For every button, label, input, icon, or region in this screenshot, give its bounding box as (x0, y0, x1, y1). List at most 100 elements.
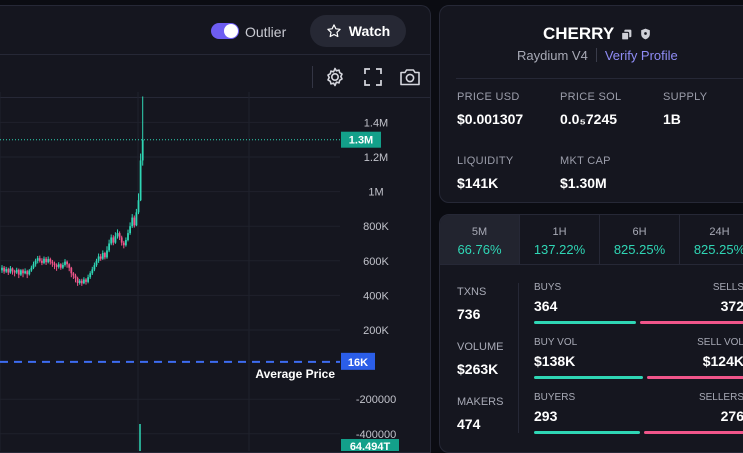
toolbar-divider (312, 66, 313, 88)
candle-up (137, 200, 140, 213)
txn-stats-card: 5M 66.76% 1H 137.22% 6H 825.25% 24H 825.… (439, 214, 743, 453)
candle-up (93, 265, 96, 270)
stat-price-sol: PRICE SOL 0.0₅7245 (560, 91, 621, 127)
buyers-sellers-ratio-bar (534, 431, 743, 434)
candle-down (80, 280, 83, 284)
buys-value: 364 (534, 298, 558, 314)
txns-value: 736 (457, 306, 481, 322)
stat-supply: SUPPLY 1B (663, 91, 707, 127)
buys-label: BUYS (534, 282, 562, 293)
gear-icon[interactable] (323, 65, 347, 89)
current-price-tag-label: 1.3M (349, 135, 373, 147)
tab-label: 1H (552, 226, 567, 238)
toggle-knob (224, 24, 238, 38)
candle-down (13, 271, 16, 273)
buyers-value: 293 (534, 408, 558, 424)
token-name: CHERRY (543, 24, 615, 43)
candle-up (9, 268, 12, 273)
sellers-label: SELLERS (698, 392, 743, 403)
stat-value: $141K (457, 175, 499, 191)
sell-bar (640, 321, 743, 324)
watch-button[interactable]: Watch (310, 15, 406, 47)
sells-label: SELLS (712, 282, 743, 293)
stat-price-usd: PRICE USD $0.001307 (457, 91, 523, 127)
sell-vol-value: $124K (702, 353, 743, 369)
candle-down (112, 237, 115, 243)
tab-change: 66.76% (457, 242, 502, 257)
candle-down (7, 269, 10, 273)
sells-value: 372 (720, 298, 743, 314)
candle-down (51, 261, 54, 264)
candle-down (59, 264, 62, 268)
candle-up (15, 269, 18, 273)
stat-label: MKT CAP (560, 155, 611, 167)
y-axis-tick-label: -200000 (356, 394, 396, 406)
candle-down (66, 261, 68, 265)
camera-icon[interactable] (398, 65, 422, 89)
star-icon (327, 24, 341, 38)
tab-6h[interactable]: 6H 825.25% (600, 215, 680, 265)
candle-up (101, 253, 104, 259)
y-axis-tick-label: 200K (363, 325, 389, 337)
makers-label: MAKERS (457, 396, 504, 408)
candle-up (83, 279, 85, 284)
candle-up (114, 236, 117, 243)
divider (456, 78, 743, 79)
buys-sells-ratio-bar (534, 321, 743, 324)
buy-bar (534, 431, 640, 434)
tab-label: 24H (709, 226, 730, 238)
candle-down (74, 275, 77, 279)
divider (0, 54, 430, 55)
candle-down (72, 273, 75, 276)
price-chart[interactable]: 1.4M 1.2M 1M 800K 600K 400K 200K -200000 -400000… (0, 0, 432, 451)
candle-up (47, 259, 50, 263)
volume-tag-label: 64.494T (350, 441, 391, 451)
candle-down (49, 259, 52, 262)
candle-up (57, 264, 60, 267)
candle-up (95, 260, 98, 266)
divider (518, 283, 519, 433)
fullscreen-icon[interactable] (361, 65, 385, 89)
candle-down (120, 237, 123, 243)
tab-1h[interactable]: 1H 137.22% (520, 215, 600, 265)
tab-change: 825.25% (693, 242, 743, 257)
candle-up (1, 267, 3, 271)
candle-down (122, 242, 125, 246)
y-axis-tick-label: 600K (363, 256, 389, 268)
chart-panel: Outlier Watch (0, 5, 431, 453)
candle-down (3, 267, 5, 272)
divider (0, 97, 430, 98)
buy-vol-value: $138K (534, 353, 576, 369)
candle-up (110, 237, 113, 244)
candle-up (125, 240, 127, 246)
outlier-toggle[interactable] (211, 23, 239, 39)
candle-down (55, 265, 58, 267)
candle-up (139, 160, 142, 201)
volume-tag (341, 439, 399, 451)
stat-value: $0.001307 (457, 111, 524, 127)
token-info-card: CHERRY Raydium V4 Verify Profile PRICE U… (439, 5, 743, 203)
candle-down (38, 258, 41, 261)
watch-label: Watch (348, 23, 391, 39)
divider (595, 48, 597, 62)
tab-5m[interactable]: 5M 66.76% (440, 215, 520, 265)
current-price-tag (341, 131, 381, 148)
txns-stat: TXNS 736 (457, 286, 486, 322)
buy-bar (534, 376, 643, 379)
y-axis-tick-label: 1.2M (364, 152, 388, 164)
candle-up (97, 256, 100, 261)
stat-label: SUPPLY (663, 91, 708, 103)
candle-up (87, 277, 89, 282)
candle-up (64, 261, 66, 265)
shield-icon[interactable] (639, 27, 652, 41)
stat-value: 0.0₅7245 (560, 111, 618, 127)
tab-24h[interactable]: 24H 825.25% (680, 215, 743, 265)
candle-down (26, 271, 29, 275)
buy-vol-label: BUY VOL (534, 337, 578, 348)
candle-down (53, 263, 56, 266)
copy-icon[interactable] (620, 28, 633, 41)
verify-profile-link[interactable]: Verify Profile (604, 48, 678, 63)
candle-down (85, 279, 87, 282)
candle-up (24, 271, 26, 274)
buyers-label: BUYERS (534, 392, 576, 403)
